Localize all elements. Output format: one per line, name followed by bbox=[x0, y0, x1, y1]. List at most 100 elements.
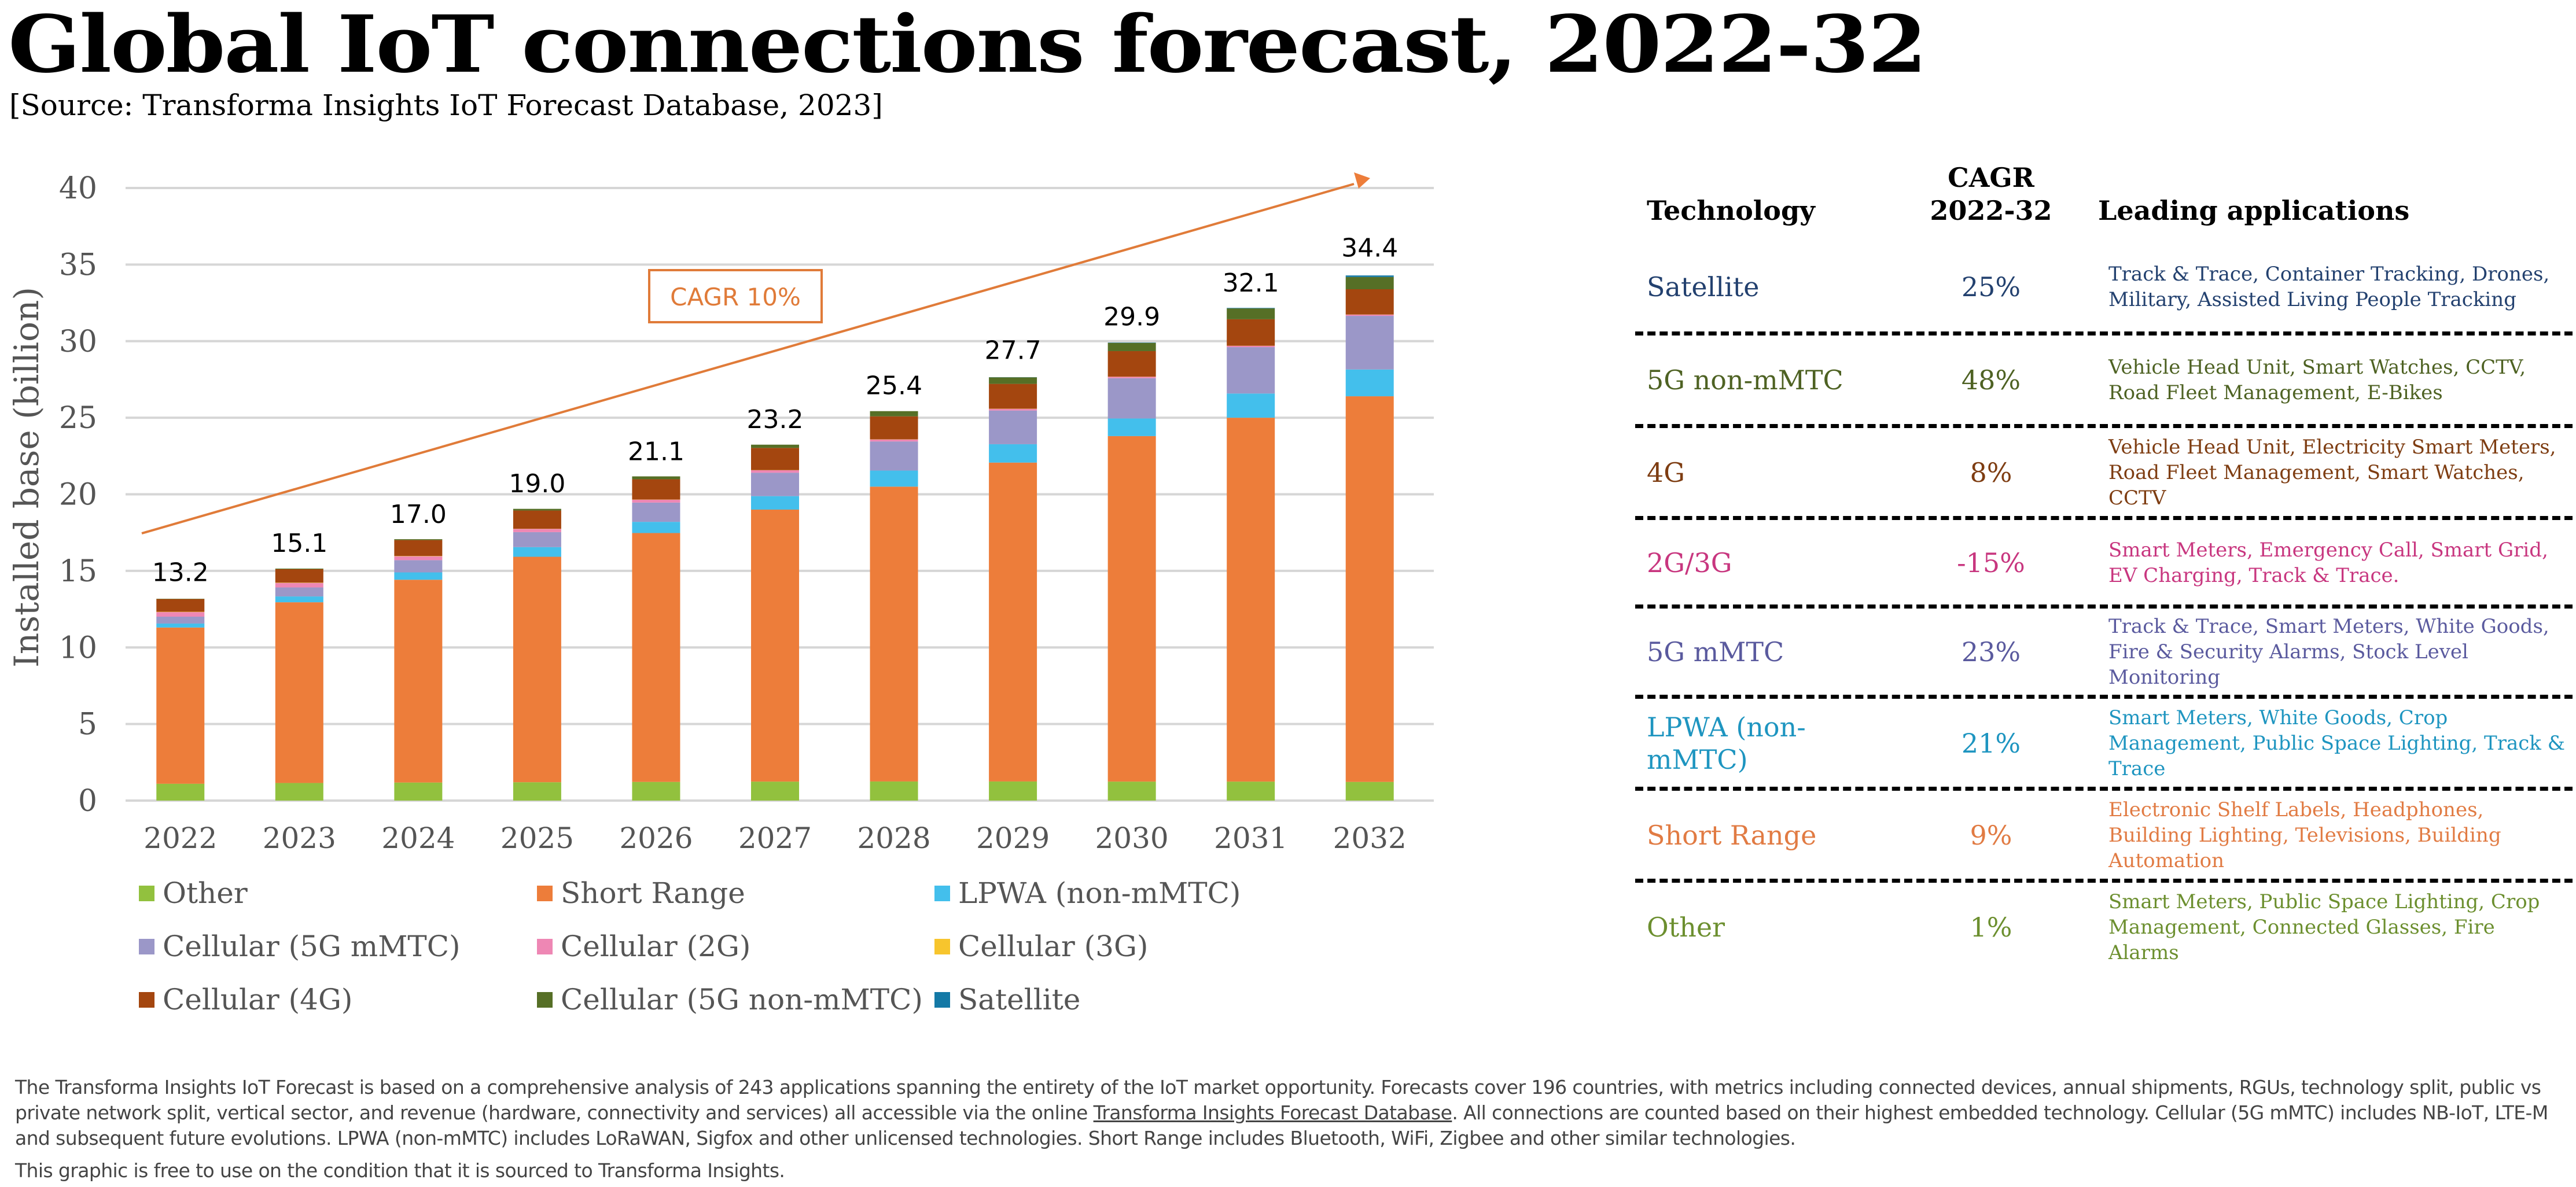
bar-segment-lpwa-non-mmtc bbox=[989, 444, 1037, 463]
bar-segment-other bbox=[513, 782, 561, 801]
legend-item: Cellular (4G) bbox=[139, 983, 352, 1016]
legend-swatch bbox=[934, 938, 950, 954]
bar-segment-cellular-4g bbox=[156, 599, 205, 612]
bar-segment-cellular-5g-non-mmtc bbox=[394, 539, 443, 540]
bar-segment-cellular-4g bbox=[513, 510, 561, 529]
bar-segment-short-range bbox=[156, 627, 205, 784]
bar-segment-cellular-2g bbox=[870, 439, 918, 442]
total-label: 21.1 bbox=[628, 437, 685, 466]
cagr-value: 9% bbox=[1970, 819, 2012, 851]
bar-segment-lpwa-non-mmtc bbox=[156, 623, 205, 628]
total-label: 29.9 bbox=[1103, 302, 1160, 331]
legend-item: Satellite bbox=[934, 983, 1080, 1016]
cagr-value: 25% bbox=[1961, 271, 2021, 303]
cagr-value: 8% bbox=[1970, 456, 2012, 488]
total-label: 34.4 bbox=[1341, 233, 1398, 263]
legend-label: Cellular (5G mMTC) bbox=[163, 930, 461, 963]
legend-swatch bbox=[139, 991, 154, 1008]
source-citation: [Source: Transforma Insights IoT Forecas… bbox=[9, 89, 883, 122]
legend-swatch bbox=[537, 938, 553, 954]
bar-stack-2028 bbox=[870, 411, 918, 801]
table-row: Other 1% Smart Meters, Public Space Lighti… bbox=[1635, 879, 2576, 971]
bar-segment-cellular-5g-mmtc bbox=[751, 473, 799, 496]
bar-segment-cellular-5g-mmtc bbox=[513, 532, 561, 547]
legend-item: LPWA (non-mMTC) bbox=[934, 876, 1241, 910]
bar-segment-cellular-2g bbox=[1345, 314, 1394, 316]
bar-segment-cellular-2g bbox=[275, 583, 323, 588]
bar-segment-cellular-2g bbox=[156, 612, 205, 617]
bar-segment-cellular-2g bbox=[1227, 345, 1275, 348]
bar-stack-2029 bbox=[989, 377, 1037, 801]
x-tick-label: 2032 bbox=[1333, 821, 1407, 855]
legend-label: Short Range bbox=[561, 876, 745, 910]
bar-segment-cellular-4g bbox=[751, 448, 799, 470]
x-tick-label: 2031 bbox=[1214, 821, 1287, 855]
legend-swatch bbox=[139, 885, 154, 901]
bar-segment-cellular-5g-non-mmtc bbox=[989, 377, 1037, 384]
table-row: 2G/3G -15% Smart Meters, Emergency Call, S… bbox=[1635, 516, 2576, 604]
bar-stack-2023 bbox=[275, 568, 323, 801]
bar-segment-cellular-2g bbox=[632, 499, 680, 503]
bar-segment-short-range bbox=[870, 486, 918, 781]
bar-segment-lpwa-non-mmtc bbox=[1227, 393, 1275, 418]
bar-segment-cellular-4g bbox=[275, 569, 323, 583]
technology-name: 4G bbox=[1647, 456, 1686, 488]
legend-swatch bbox=[139, 938, 154, 954]
legend-item: Cellular (3G) bbox=[934, 930, 1148, 963]
total-label: 13.2 bbox=[152, 558, 209, 588]
total-label: 19.0 bbox=[509, 469, 565, 499]
bar-stack-2024 bbox=[394, 539, 443, 801]
bar-segment-cellular-5g-mmtc bbox=[1345, 316, 1394, 370]
bar-segment-short-range bbox=[394, 580, 443, 783]
legend-item: Other bbox=[139, 876, 248, 910]
bar-segment-other bbox=[1227, 781, 1275, 801]
bar-segment-lpwa-non-mmtc bbox=[751, 496, 799, 510]
page-title: Global IoT connections forecast, 2022-32 bbox=[8, 0, 1927, 91]
x-tick-label: 2030 bbox=[1095, 821, 1169, 855]
row-divider bbox=[1635, 879, 2573, 883]
bar-segment-other bbox=[1107, 781, 1156, 801]
bar-segment-other bbox=[156, 783, 205, 801]
header-cagr-line1: CAGR bbox=[1948, 162, 2034, 193]
forecast-database-link[interactable]: Transforma Insights Forecast Database bbox=[1093, 1101, 1452, 1124]
legend-swatch bbox=[537, 991, 553, 1008]
cagr-value: -15% bbox=[1957, 547, 2025, 578]
leading-applications: Smart Meters, Public Space Lighting, Cro… bbox=[2108, 890, 2540, 964]
technology-name: 5G mMTC bbox=[1647, 636, 1784, 668]
total-labels: 13.2 15.1 17.0 19.0 21.1 23.2 25.4 27.7 29.9 32.1… bbox=[152, 233, 1398, 587]
x-tick-label: 2027 bbox=[738, 821, 812, 855]
legend-label: Cellular (4G) bbox=[163, 983, 353, 1016]
legend-label: LPWA (non-mMTC) bbox=[958, 876, 1241, 910]
bar-segment-lpwa-non-mmtc bbox=[1107, 418, 1156, 436]
table-row: 5G non-mMTC 48% Vehicle Head Unit, Smart W… bbox=[1635, 331, 2576, 424]
bar-segment-cellular-5g-mmtc bbox=[870, 441, 918, 471]
legend-swatch bbox=[934, 991, 950, 1008]
bar-segment-cellular-3g bbox=[156, 611, 205, 613]
technology-name: Other bbox=[1647, 912, 1725, 943]
y-tick-label: 0 bbox=[78, 784, 97, 819]
x-tick-label: 2028 bbox=[857, 821, 930, 855]
bar-segment-cellular-5g-mmtc bbox=[1107, 378, 1156, 419]
cagr-value: 48% bbox=[1961, 364, 2021, 396]
bar-segment-cellular-2g bbox=[513, 529, 561, 532]
bar-segment-satellite bbox=[1345, 275, 1394, 277]
bar-segment-cellular-5g-non-mmtc bbox=[1107, 342, 1156, 351]
legend-swatch bbox=[934, 885, 950, 901]
legend-label: Cellular (3G) bbox=[958, 930, 1149, 963]
bar-segment-cellular-5g-mmtc bbox=[394, 560, 443, 573]
legend-label: Cellular (2G) bbox=[561, 930, 751, 963]
bar-segment-lpwa-non-mmtc bbox=[1345, 369, 1394, 397]
bars bbox=[156, 275, 1394, 801]
bar-segment-cellular-5g-non-mmtc bbox=[1227, 308, 1275, 319]
bar-stack-2027 bbox=[751, 444, 799, 801]
legend-label: Other bbox=[163, 876, 248, 910]
bar-segment-cellular-2g bbox=[989, 408, 1037, 411]
row-divider bbox=[1635, 516, 2573, 520]
bar-segment-short-range bbox=[1227, 418, 1275, 782]
cagr-value: 1% bbox=[1970, 912, 2012, 943]
leading-applications: Vehicle Head Unit, Smart Watches, CCTV, … bbox=[2108, 356, 2526, 404]
bar-segment-cellular-5g-non-mmtc bbox=[632, 476, 680, 480]
bar-segment-cellular-4g bbox=[1107, 351, 1156, 377]
bar-stack-2026 bbox=[632, 476, 680, 801]
